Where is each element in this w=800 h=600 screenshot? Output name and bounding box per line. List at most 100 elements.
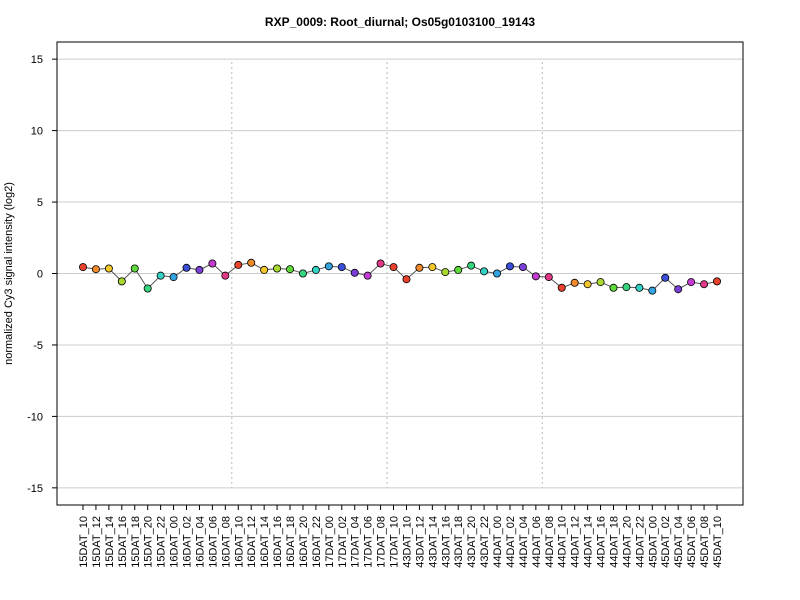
y-tick-label: -5	[33, 340, 43, 352]
data-point	[208, 259, 217, 268]
series-point-layer	[79, 258, 722, 295]
y-tick-label: 15	[31, 54, 43, 66]
x-tick-label: 45DAT_02	[660, 516, 672, 568]
x-tick-label: 16DAT_04	[194, 516, 206, 568]
x-tick-label: 16DAT_20	[298, 516, 310, 568]
data-point	[700, 280, 709, 289]
x-tick-label: 44DAT_06	[531, 516, 543, 568]
data-point	[713, 277, 722, 286]
x-tick-label: 43DAT_10	[401, 516, 413, 568]
data-point	[91, 265, 100, 274]
x-tick-label: 43DAT_22	[479, 516, 491, 568]
data-point	[493, 269, 502, 278]
y-tick-label: -15	[27, 483, 43, 495]
x-tick-label: 16DAT_18	[285, 516, 297, 568]
data-point	[286, 265, 295, 274]
x-tick-label: 16DAT_08	[220, 516, 232, 568]
data-point	[467, 261, 476, 270]
data-point	[531, 272, 540, 281]
data-point	[402, 275, 411, 284]
x-tick-label: 15DAT_18	[130, 516, 142, 568]
data-point	[247, 258, 256, 267]
x-tick-label: 45DAT_08	[699, 516, 711, 568]
chart-title: RXP_0009: Root_diurnal; Os05g0103100_191…	[265, 15, 535, 29]
y-tick-label: 5	[37, 197, 43, 209]
data-point	[518, 263, 527, 272]
data-point	[104, 264, 113, 273]
data-point	[273, 264, 282, 273]
x-tick-label: 43DAT_20	[466, 516, 478, 568]
data-point	[234, 260, 243, 269]
grid-layer	[57, 58, 743, 489]
y-axis: -15 -10 -5 0 5 10 15	[27, 54, 57, 495]
data-point	[311, 265, 320, 274]
x-tick-label: 44DAT_14	[583, 516, 595, 568]
x-tick-label: 17DAT_00	[324, 516, 336, 568]
x-tick-label: 44DAT_12	[570, 516, 582, 568]
data-point	[505, 262, 514, 271]
data-point	[337, 263, 346, 272]
data-point	[260, 265, 269, 274]
x-tick-label: 16DAT_22	[311, 516, 323, 568]
data-point	[648, 286, 657, 295]
x-tick-label: 16DAT_16	[272, 516, 284, 568]
x-tick-label: 43DAT_12	[414, 516, 426, 568]
data-point	[79, 263, 88, 272]
x-tick-label: 15DAT_22	[156, 516, 168, 568]
x-tick-label: 44DAT_08	[544, 516, 556, 568]
data-point	[596, 278, 605, 287]
data-point	[661, 273, 670, 282]
x-tick-label: 17DAT_10	[389, 516, 401, 568]
data-point	[143, 284, 152, 293]
x-tick-label: 44DAT_04	[518, 516, 530, 568]
series-line-layer	[82, 262, 718, 292]
x-tick-label: 15DAT_10	[78, 516, 90, 568]
x-tick-label: 17DAT_06	[363, 516, 375, 568]
data-point	[389, 263, 398, 272]
x-tick-label: 16DAT_00	[169, 516, 181, 568]
x-tick-label: 43DAT_16	[440, 516, 452, 568]
data-point	[674, 285, 683, 294]
x-tick-label: 44DAT_00	[492, 516, 504, 568]
x-tick-label: 15DAT_20	[143, 516, 155, 568]
data-point	[117, 277, 126, 286]
x-tick-label: 44DAT_18	[608, 516, 620, 568]
data-point	[441, 268, 450, 277]
data-point	[363, 271, 372, 280]
data-point	[156, 271, 165, 280]
data-point	[480, 267, 489, 276]
y-tick-label: 10	[31, 126, 43, 138]
data-point	[350, 268, 359, 277]
data-point	[415, 263, 424, 272]
data-point	[298, 269, 307, 278]
day-separator-layer	[231, 62, 543, 488]
x-tick-label: 44DAT_16	[596, 516, 608, 568]
x-tick-label: 44DAT_20	[621, 516, 633, 568]
data-point	[570, 278, 579, 287]
data-point	[583, 280, 592, 289]
data-point	[454, 265, 463, 274]
x-tick-label: 44DAT_10	[557, 516, 569, 568]
x-tick-label: 45DAT_04	[673, 516, 685, 568]
x-tick-label: 17DAT_02	[337, 516, 349, 568]
x-tick-label: 17DAT_04	[350, 516, 362, 568]
x-tick-label: 16DAT_02	[182, 516, 194, 568]
x-tick-label: 15DAT_12	[91, 516, 103, 568]
data-point	[557, 283, 566, 292]
data-point	[622, 283, 631, 292]
data-point	[609, 283, 618, 292]
data-point	[376, 259, 385, 268]
data-point	[169, 273, 178, 282]
y-tick-label: -10	[27, 411, 43, 423]
x-tick-label: 16DAT_06	[207, 516, 219, 568]
x-tick-label: 16DAT_10	[233, 516, 245, 568]
x-tick-label: 43DAT_18	[453, 516, 465, 568]
data-point	[182, 263, 191, 272]
x-tick-label: 45DAT_06	[686, 516, 698, 568]
data-point	[428, 263, 437, 272]
x-tick-label: 45DAT_10	[712, 516, 724, 568]
data-point	[130, 264, 139, 273]
data-point	[544, 273, 553, 282]
data-point	[195, 265, 204, 274]
